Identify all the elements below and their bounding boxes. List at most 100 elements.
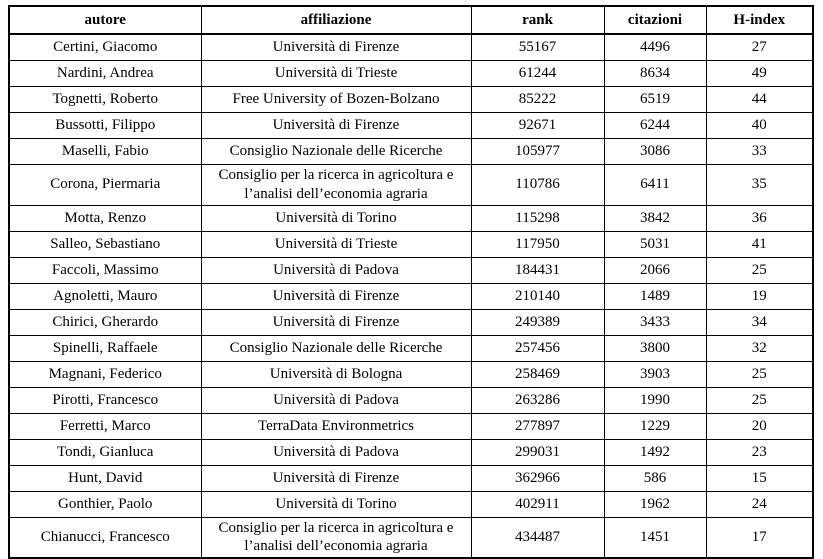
cell-rank: 92671 [470,112,605,139]
table-row: Nardini, Andrea Università di Trieste 6124… [8,60,814,87]
cell-autore: Maselli, Fabio [8,138,202,165]
cell-h-index: 17 [705,516,814,559]
cell-affiliazione: Consiglio per la ricerca in agricoltura … [200,516,472,559]
cell-affiliazione: Università di Padova [200,256,472,284]
table-row: Agnoletti, Mauro Università di Firenze 210… [8,282,814,310]
cell-rank: 61244 [470,60,605,87]
table-row: Chirici, Gherardo Università di Firenze 24… [8,308,814,336]
author-metrics-table-container: autore affiliazione rank citazioni H-ind… [8,5,814,559]
cell-citazioni: 6244 [603,112,707,139]
cell-h-index: 32 [705,334,814,362]
cell-rank: 434487 [470,516,605,559]
cell-autore: Spinelli, Raffaele [8,334,202,362]
cell-citazioni: 3842 [603,204,707,232]
author-metrics-table: autore affiliazione rank citazioni H-ind… [8,5,814,559]
cell-affiliazione: Consiglio per la ricerca in agricoltura … [200,164,472,206]
cell-h-index: 33 [705,138,814,165]
table-row: Tondi, Gianluca Università di Padova 29903… [8,438,814,466]
table-body: Certini, Giacomo Università di Firenze 551… [8,33,814,559]
cell-rank: 249389 [470,308,605,336]
cell-citazioni: 4496 [603,33,707,61]
cell-citazioni: 8634 [603,60,707,87]
cell-h-index: 27 [705,33,814,61]
cell-affiliazione: Università di Bologna [200,360,472,388]
cell-rank: 299031 [470,438,605,466]
cell-rank: 257456 [470,334,605,362]
cell-rank: 117950 [470,230,605,258]
cell-autore: Tognetti, Roberto [8,86,202,113]
cell-autore: Ferretti, Marco [8,412,202,440]
cell-h-index: 36 [705,204,814,232]
cell-affiliazione: Università di Firenze [200,464,472,492]
cell-autore: Chirici, Gherardo [8,308,202,336]
cell-autore: Gonthier, Paolo [8,490,202,518]
cell-h-index: 23 [705,438,814,466]
table-row: Faccoli, Massimo Università di Padova 1844… [8,256,814,284]
cell-rank: 258469 [470,360,605,388]
table-row: Ferretti, Marco TerraData Environmetrics 2… [8,412,814,440]
table-row: Gonthier, Paolo Università di Torino 40291… [8,490,814,518]
table-row: Pirotti, Francesco Università di Padova 26… [8,386,814,414]
cell-citazioni: 3086 [603,138,707,165]
table-row: Hunt, David Università di Firenze 362966 58… [8,464,814,492]
cell-citazioni: 1451 [603,516,707,559]
cell-h-index: 25 [705,360,814,388]
cell-autore: Tondi, Gianluca [8,438,202,466]
column-header-affiliazione: affiliazione [200,5,472,35]
column-header-citazioni: citazioni [603,5,707,35]
cell-h-index: 15 [705,464,814,492]
table-row: Corona, Piermaria Consiglio per la ricerc… [8,164,814,206]
cell-rank: 210140 [470,282,605,310]
cell-citazioni: 1489 [603,282,707,310]
cell-autore: Nardini, Andrea [8,60,202,87]
cell-h-index: 41 [705,230,814,258]
cell-autore: Faccoli, Massimo [8,256,202,284]
cell-citazioni: 2066 [603,256,707,284]
cell-affiliazione: Università di Torino [200,490,472,518]
cell-h-index: 20 [705,412,814,440]
cell-autore: Pirotti, Francesco [8,386,202,414]
cell-rank: 184431 [470,256,605,284]
cell-affiliazione: Università di Trieste [200,230,472,258]
cell-affiliazione: Università di Firenze [200,282,472,310]
cell-affiliazione: TerraData Environmetrics [200,412,472,440]
table-row: Salleo, Sebastiano Università di Trieste 1… [8,230,814,258]
table-row: Motta, Renzo Università di Torino 115298 38… [8,204,814,232]
cell-citazioni: 1962 [603,490,707,518]
cell-rank: 105977 [470,138,605,165]
cell-autore: Agnoletti, Mauro [8,282,202,310]
cell-autore: Certini, Giacomo [8,33,202,61]
table-row: Maselli, Fabio Consiglio Nazionale delle … [8,138,814,165]
cell-h-index: 24 [705,490,814,518]
cell-rank: 115298 [470,204,605,232]
cell-autore: Corona, Piermaria [8,164,202,206]
cell-affiliazione: Università di Firenze [200,112,472,139]
table-row: Certini, Giacomo Università di Firenze 551… [8,33,814,61]
cell-h-index: 34 [705,308,814,336]
table-header: autore affiliazione rank citazioni H-ind… [8,5,814,35]
cell-affiliazione: Consiglio Nazionale delle Ricerche [200,334,472,362]
cell-rank: 55167 [470,33,605,61]
cell-autore: Bussotti, Filippo [8,112,202,139]
cell-autore: Chianucci, Francesco [8,516,202,559]
cell-citazioni: 6519 [603,86,707,113]
cell-affiliazione: Free University of Bozen-Bolzano [200,86,472,113]
cell-citazioni: 3433 [603,308,707,336]
cell-rank: 263286 [470,386,605,414]
cell-h-index: 25 [705,256,814,284]
table-row: Bussotti, Filippo Università di Firenze 92… [8,112,814,139]
cell-rank: 402911 [470,490,605,518]
table-row: Spinelli, Raffaele Consiglio Nazionale de… [8,334,814,362]
cell-affiliazione: Università di Padova [200,386,472,414]
cell-rank: 110786 [470,164,605,206]
cell-citazioni: 6411 [603,164,707,206]
cell-h-index: 49 [705,60,814,87]
cell-affiliazione: Università di Trieste [200,60,472,87]
cell-affiliazione: Università di Padova [200,438,472,466]
column-header-autore: autore [8,5,202,35]
cell-autore: Magnani, Federico [8,360,202,388]
cell-rank: 277897 [470,412,605,440]
cell-affiliazione: Università di Torino [200,204,472,232]
cell-citazioni: 1229 [603,412,707,440]
table-row: Magnani, Federico Università di Bologna 25… [8,360,814,388]
